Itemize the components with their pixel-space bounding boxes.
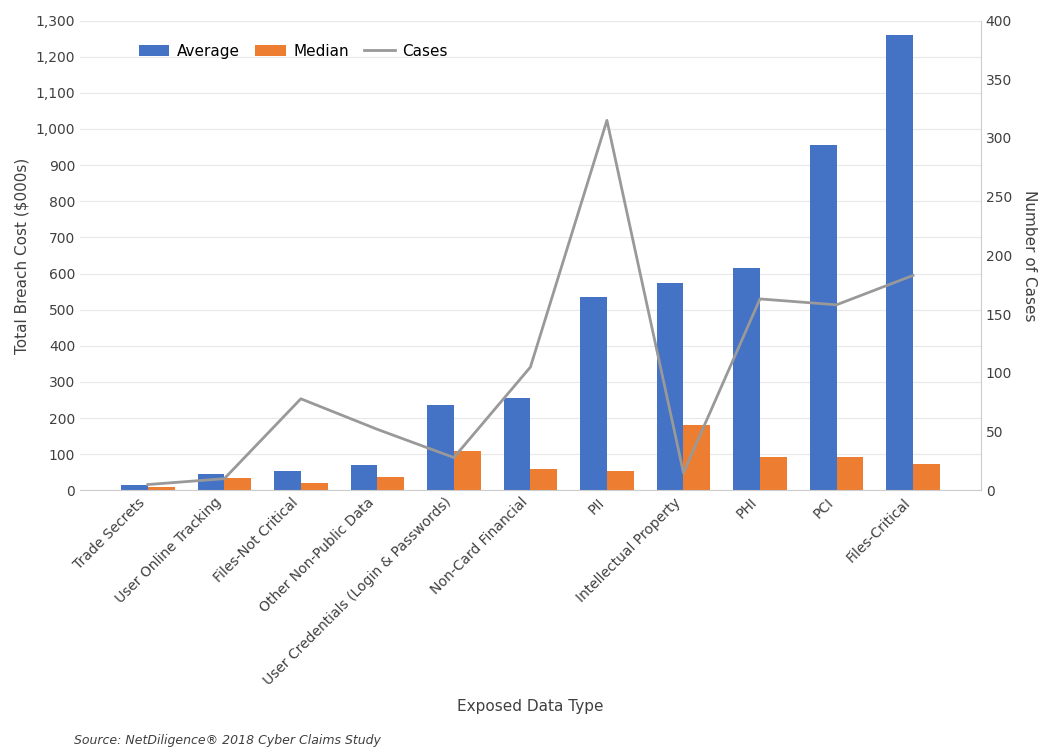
X-axis label: Exposed Data Type: Exposed Data Type xyxy=(458,699,604,714)
Bar xyxy=(684,426,710,490)
Cases xyxy=(295,394,307,403)
Legend: Average, Median, Cases: Average, Median, Cases xyxy=(133,38,454,65)
Cases xyxy=(371,425,384,434)
Cases xyxy=(677,468,690,478)
Bar xyxy=(580,297,607,490)
Bar xyxy=(453,450,481,490)
Bar xyxy=(301,484,327,490)
Cases xyxy=(753,295,766,304)
Bar xyxy=(378,477,404,490)
Cases xyxy=(141,480,154,489)
Bar xyxy=(836,456,864,490)
Cases xyxy=(447,453,460,462)
Bar xyxy=(504,399,530,490)
Y-axis label: Total Breach Cost ($000s): Total Breach Cost ($000s) xyxy=(15,157,31,353)
Cases xyxy=(601,116,613,125)
Bar xyxy=(224,478,251,490)
Cases xyxy=(830,300,843,309)
Bar xyxy=(198,475,224,490)
Bar xyxy=(760,456,787,490)
Y-axis label: Number of Cases: Number of Cases xyxy=(1021,190,1037,321)
Cases xyxy=(524,362,537,371)
Bar xyxy=(886,35,913,490)
Bar xyxy=(733,268,760,490)
Bar xyxy=(913,464,939,490)
Bar xyxy=(121,485,147,490)
Bar xyxy=(147,487,175,490)
Bar xyxy=(530,468,558,490)
Bar xyxy=(607,471,633,490)
Bar xyxy=(656,283,684,490)
Bar xyxy=(274,471,301,490)
Line: Cases: Cases xyxy=(147,120,913,484)
Cases xyxy=(907,271,919,280)
Bar xyxy=(350,465,378,490)
Cases xyxy=(218,475,230,484)
Bar xyxy=(810,145,836,490)
Text: Source: NetDiligence® 2018 Cyber Claims Study: Source: NetDiligence® 2018 Cyber Claims … xyxy=(74,735,381,747)
Bar xyxy=(427,405,453,490)
